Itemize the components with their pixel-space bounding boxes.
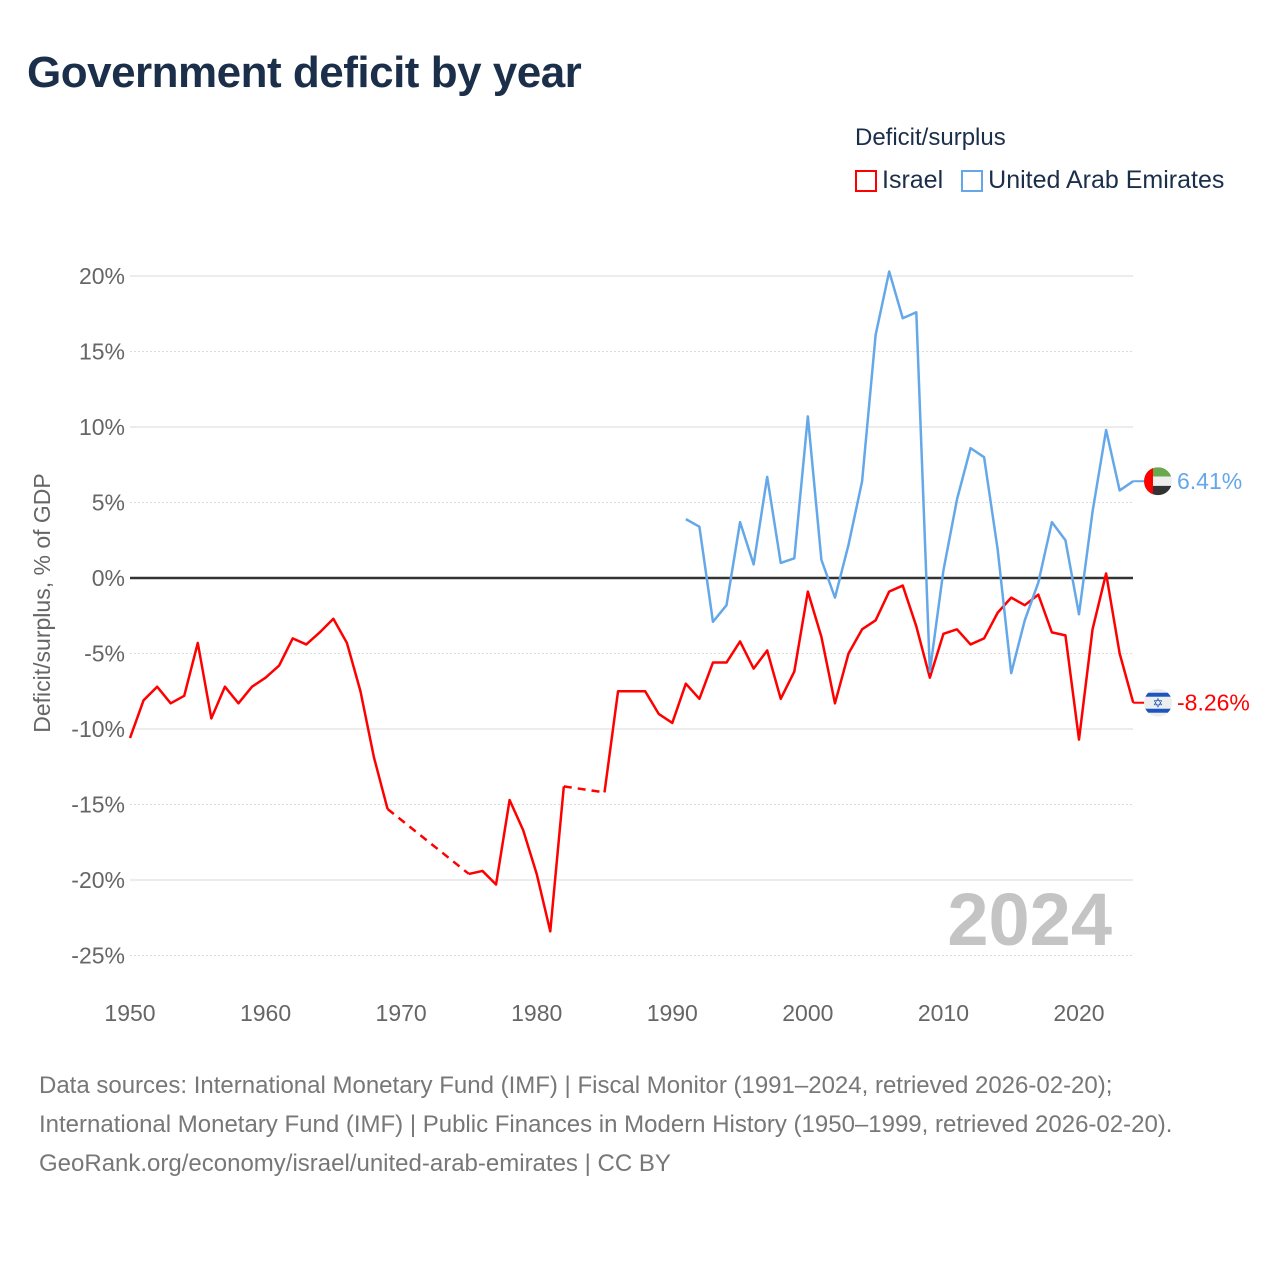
series-line-0: [468, 786, 566, 933]
series-gap-0: [563, 785, 605, 794]
x-tick-label: 1980: [511, 1000, 562, 1026]
line-chart: 20% 15% 10% 5% 0% -5% -10% -15% -20% -25% 1950 1960…: [29, 263, 1250, 1026]
uae-flag-icon: [1144, 467, 1172, 496]
y-tick-label: -20%: [71, 867, 125, 893]
svg-text:✡: ✡: [1153, 696, 1164, 711]
series-gap-0: [386, 808, 470, 875]
y-axis-label: Deficit/surplus, % of GDP: [29, 473, 55, 732]
legend-label-israel: Israel: [882, 166, 944, 194]
legend-label-uae: United Arab Emirates: [988, 166, 1225, 194]
y-tick-label: -10%: [71, 716, 125, 742]
y-tick-label: 5%: [92, 490, 125, 516]
y-tick-label: -25%: [71, 943, 125, 969]
x-tick-label: 1950: [104, 1000, 155, 1026]
y-tick-label: -5%: [84, 641, 125, 667]
x-tick-label: 1960: [240, 1000, 291, 1026]
y-tick-label: 0%: [92, 565, 125, 591]
end-value-label-0: -8.26%: [1177, 690, 1250, 716]
end-value-label-1: 6.41%: [1177, 468, 1242, 494]
legend-item-israel[interactable]: Israel: [855, 166, 943, 195]
y-tick-label: 15%: [79, 339, 125, 365]
y-tick-label: 20%: [79, 263, 125, 289]
legend-title: Deficit/surplus: [855, 124, 1006, 151]
israel-flag-icon: ✡: [1144, 688, 1172, 717]
series-line-0: [128, 617, 389, 810]
x-tick-label: 1970: [376, 1000, 427, 1026]
x-tick-label: 1990: [647, 1000, 698, 1026]
series-line-0: [603, 572, 1135, 793]
legend-swatch-uae: [961, 169, 984, 192]
series-line-1: [685, 270, 1134, 675]
y-tick-label: -15%: [71, 792, 125, 818]
footer: Data sources: International Monetary Fun…: [39, 1066, 1239, 1183]
y-tick-label: 10%: [79, 414, 125, 440]
x-tick-label: 2020: [1053, 1000, 1104, 1026]
legend-swatch-israel: [855, 169, 877, 192]
page-title: Government deficit by year: [27, 48, 582, 97]
x-tick-label: 2010: [918, 1000, 969, 1026]
legend-item-uae[interactable]: United Arab Emirates: [961, 166, 1224, 195]
data-sources: Data sources: International Monetary Fun…: [39, 1072, 1173, 1138]
year-watermark: 2024: [947, 878, 1112, 961]
x-tick-label: 2000: [782, 1000, 833, 1026]
source-link[interactable]: GeoRank.org/economy/israel/united-arab-e…: [39, 1150, 671, 1177]
legend: Israel United Arab Emirates: [855, 166, 1224, 195]
